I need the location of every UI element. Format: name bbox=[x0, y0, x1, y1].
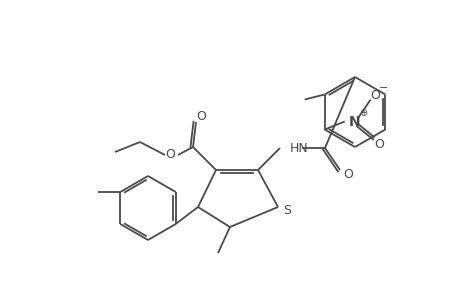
Text: O: O bbox=[369, 89, 379, 102]
Text: −: − bbox=[378, 82, 387, 92]
Text: S: S bbox=[282, 205, 291, 218]
Text: O: O bbox=[196, 110, 206, 124]
Text: N: N bbox=[348, 115, 360, 128]
Text: HN: HN bbox=[289, 142, 308, 154]
Text: O: O bbox=[373, 138, 383, 151]
Text: O: O bbox=[342, 169, 352, 182]
Text: O: O bbox=[165, 148, 174, 161]
Text: ⊕: ⊕ bbox=[358, 109, 366, 118]
